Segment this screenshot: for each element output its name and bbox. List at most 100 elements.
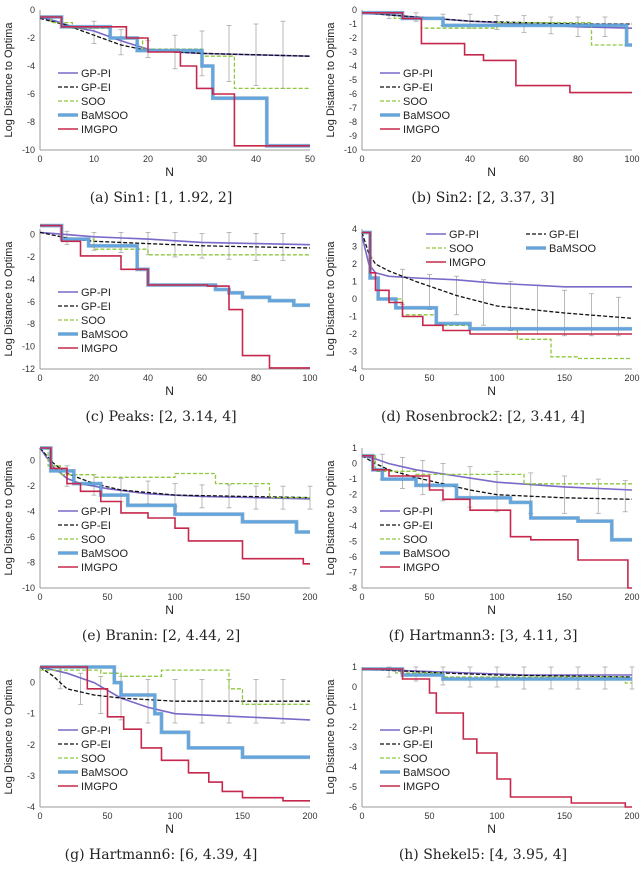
chart-caption: (d) Rosenbrock2: [2, 3.41, 4] xyxy=(381,409,585,425)
y-tick-label: -4 xyxy=(349,364,357,374)
x-tick-label: 0 xyxy=(37,592,42,602)
y-axis-label: Log Distance to Optima xyxy=(3,679,15,795)
series-line-imgpo xyxy=(362,12,632,94)
legend-item: IMGPO xyxy=(58,781,118,793)
chart-caption: (b) Sin2: [2, 3.37, 3] xyxy=(411,190,555,206)
y-tick-label: 0 xyxy=(352,459,357,469)
x-tick-label: 0 xyxy=(37,373,42,383)
legend-label: IMGPO xyxy=(81,562,118,574)
legend-item: BaMSOO xyxy=(526,243,597,255)
series-line-imgpo xyxy=(40,666,310,802)
x-tick-label: 50 xyxy=(424,592,434,602)
error-bar xyxy=(118,29,124,56)
legend-label: IMGPO xyxy=(81,781,118,793)
x-tick-label: 0 xyxy=(359,811,364,821)
y-tick-label: -10 xyxy=(344,145,357,155)
error-bar xyxy=(595,478,601,514)
y-tick-label: -5 xyxy=(349,536,357,546)
x-tick-label: 100 xyxy=(302,373,317,383)
series-line-imgpo xyxy=(40,447,310,565)
legend-item: IMGPO xyxy=(426,257,486,269)
legend-label: GP-PI xyxy=(81,68,111,80)
legend-item: SOO xyxy=(58,534,106,546)
y-tick-label: -2 xyxy=(27,252,35,262)
legend-item: GP-EI xyxy=(58,82,111,94)
legend-label: BaMSOO xyxy=(403,767,451,779)
error-bar xyxy=(98,675,104,715)
legend-item: GP-EI xyxy=(58,520,111,532)
error-bar xyxy=(172,679,178,724)
x-axis-label: N xyxy=(165,822,174,836)
y-tick-label: -6 xyxy=(27,297,35,307)
series-line-bamsoo xyxy=(40,665,310,759)
y-tick-label: -8 xyxy=(27,117,35,127)
legend-label: IMGPO xyxy=(403,781,440,793)
x-tick-label: 150 xyxy=(235,811,250,821)
x-tick-label: 100 xyxy=(489,811,504,821)
legend: GP-PI GP-EI SOO BaMSOO IMGPO xyxy=(380,725,451,793)
x-tick-label: 80 xyxy=(251,373,261,383)
legend-item: BaMSOO xyxy=(58,767,129,779)
legend-item: SOO xyxy=(380,96,428,108)
y-tick-label: -3 xyxy=(349,347,357,357)
legend-item: GP-PI xyxy=(58,68,111,80)
legend-label: GP-EI xyxy=(81,301,111,313)
legend-label: GP-PI xyxy=(81,287,111,299)
series-line-bamsoo xyxy=(40,224,310,307)
y-tick-label: -9 xyxy=(349,131,357,141)
x-tick-label: 50 xyxy=(102,592,112,602)
legend-label: GP-PI xyxy=(81,725,111,737)
legend-item: SOO xyxy=(58,315,106,327)
x-axis-label: N xyxy=(165,603,174,617)
chart-caption: (f) Hartmann3: [3, 4.11, 3] xyxy=(388,628,578,644)
x-tick-label: 80 xyxy=(573,154,583,164)
y-tick-label: 0 xyxy=(30,678,35,688)
legend-item: SOO xyxy=(380,534,428,546)
x-tick-label: 0 xyxy=(359,373,364,383)
x-tick-label: 60 xyxy=(197,373,207,383)
error-bar xyxy=(494,470,500,513)
x-axis-label: N xyxy=(165,165,174,179)
y-tick-label: -3 xyxy=(349,505,357,515)
chart-panel: -4 -3 -2 -1 0 0 50 100 150 200 Log Distance to Opt… xyxy=(0,657,322,876)
y-tick-label: -4 xyxy=(349,521,357,531)
x-tick-label: 100 xyxy=(167,592,182,602)
legend-label: GP-PI xyxy=(449,229,479,241)
y-tick-label: -8 xyxy=(349,117,357,127)
x-axis-label: N xyxy=(487,384,496,398)
y-tick-label: -6 xyxy=(349,552,357,562)
y-tick-label: -1 xyxy=(27,709,35,719)
chart-panel: -10 -9 -8 -7 -6 -5 -4 -3 -2 -1 0 0 20 40 60 80 100 Log Di… xyxy=(322,0,644,219)
y-tick-label: -3 xyxy=(27,771,35,781)
chart-panel: -12 -10 -8 -6 -4 -2 0 0 20 40 60 80 100 Log Distance … xyxy=(0,219,322,438)
y-axis-label: Log Distance to Optima xyxy=(325,22,337,138)
x-tick-label: 200 xyxy=(302,592,317,602)
legend-label: GP-PI xyxy=(403,506,433,518)
y-tick-label: -2 xyxy=(349,490,357,500)
y-axis-label: Log Distance to Optima xyxy=(325,679,337,795)
y-tick-label: -2 xyxy=(27,481,35,491)
legend-item: BaMSOO xyxy=(58,110,129,122)
x-axis-label: N xyxy=(487,603,496,617)
legend-label: BaMSOO xyxy=(403,110,451,122)
x-tick-label: 200 xyxy=(624,373,639,383)
y-tick-label: 1 xyxy=(352,277,357,287)
x-tick-label: 0 xyxy=(37,154,42,164)
chart-panel: -8 -7 -6 -5 -4 -3 -2 -1 0 1 0 50 100 150 200 Log Distan… xyxy=(322,438,644,657)
legend-item: IMGPO xyxy=(380,562,440,574)
legend: GP-PI GP-EI SOO BaMSOO IMGPO xyxy=(58,506,129,574)
legend-item: GP-EI xyxy=(58,739,111,751)
chart-svg: -6 -5 -4 -3 -2 -1 0 1 0 50 100 150 200 Log Distance t… xyxy=(325,662,640,836)
x-tick-label: 20 xyxy=(143,154,153,164)
series-line-soo xyxy=(362,12,632,46)
legend-label: BaMSOO xyxy=(81,548,129,560)
series-line-imgpo xyxy=(362,668,632,808)
legend-item: GP-EI xyxy=(380,739,433,751)
legend-label: GP-EI xyxy=(81,739,111,751)
y-tick-label: -6 xyxy=(27,89,35,99)
error-bar xyxy=(145,679,151,724)
series-line-imgpo xyxy=(362,455,632,589)
y-tick-label: 0 xyxy=(30,5,35,15)
x-tick-label: 0 xyxy=(37,811,42,821)
legend-item: GP-PI xyxy=(426,229,479,241)
